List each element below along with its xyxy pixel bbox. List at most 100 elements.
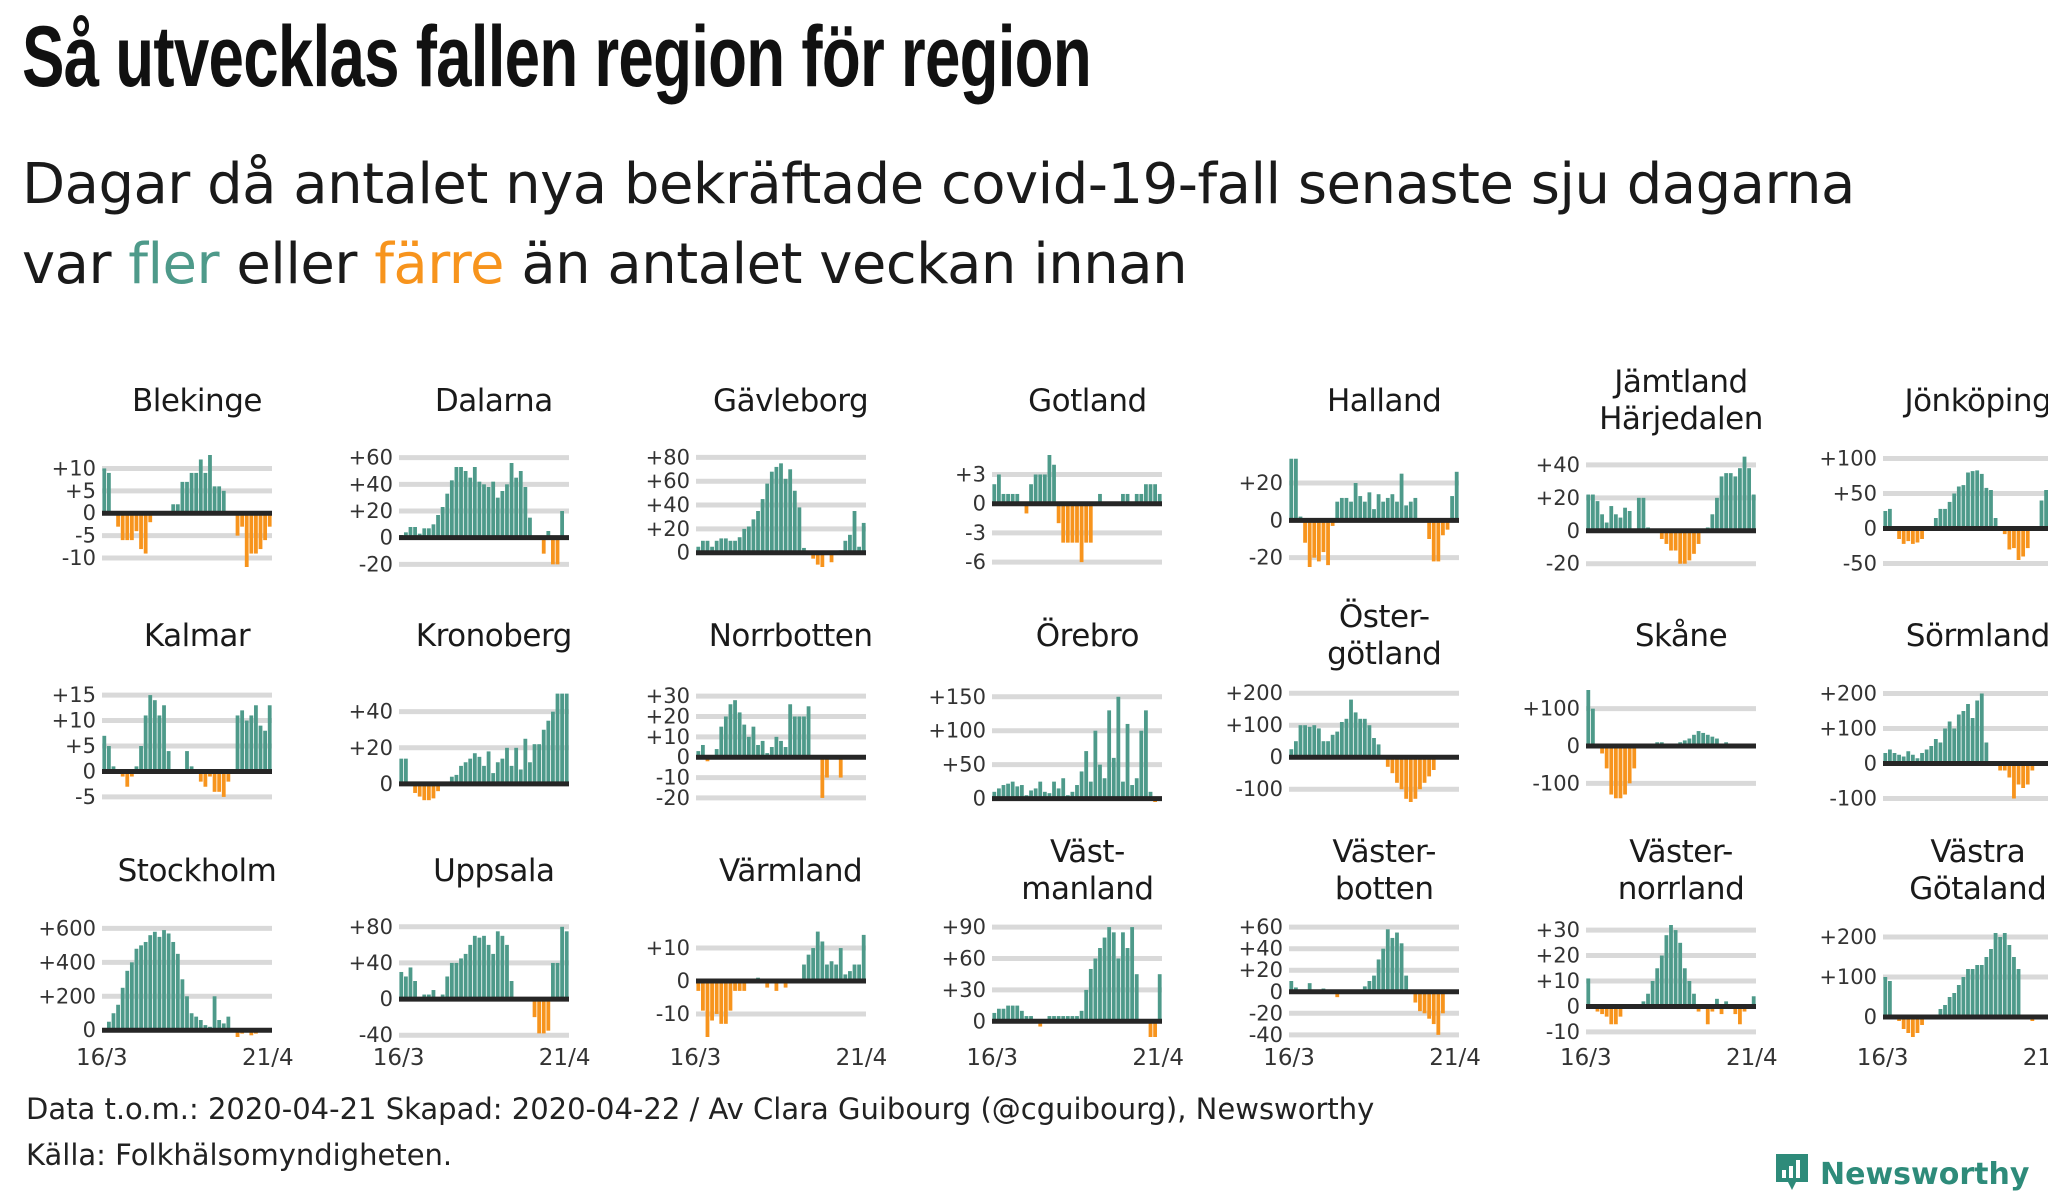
bar-more (797, 716, 801, 758)
y-tick-label: +30 (645, 684, 689, 708)
bar-more (1979, 965, 1984, 1017)
bar-more (134, 766, 139, 772)
panel-chart: +80+60+40+200 (645, 445, 866, 567)
bar-more (1307, 726, 1312, 758)
bar-more (1641, 497, 1646, 531)
y-tick-label: +100 (1819, 965, 1877, 989)
bar-more (166, 751, 171, 772)
y-tick-label: 0 (1270, 745, 1283, 769)
bar-fewer (1692, 530, 1696, 554)
bar-more (1742, 456, 1747, 531)
bar-fewer (120, 771, 125, 777)
bar-fewer (820, 552, 824, 567)
panel-title: Dalarna (399, 353, 589, 449)
bar-more (838, 948, 843, 981)
y-tick-label: -10 (655, 1002, 689, 1026)
bar-more (1149, 484, 1153, 504)
bar-more (1098, 948, 1103, 1022)
bar-fewer (1659, 530, 1664, 539)
bar-more (1975, 470, 1979, 529)
bar-more (500, 491, 505, 538)
x-axis-label: 16/3 (1263, 1045, 1315, 1071)
bar-fewer (2025, 763, 2030, 785)
bar-more (185, 481, 189, 514)
y-tick-label: +100 (929, 719, 987, 743)
x-axis-label: 21/4 (1132, 1045, 1185, 1071)
bar-more (449, 480, 454, 538)
bar-more (1623, 507, 1627, 531)
bar-more (518, 769, 523, 784)
y-tick-label: +15 (52, 683, 96, 707)
subtitle-line-2: var fler eller färre än antalet veckan i… (22, 232, 1188, 297)
bar-more (208, 455, 212, 514)
bar-more (1367, 725, 1372, 758)
bar-more (422, 528, 426, 538)
bar-more (992, 484, 997, 504)
y-tick-label: +10 (52, 709, 96, 733)
y-tick-label: -20 (1546, 552, 1580, 576)
bar-more (1947, 501, 1952, 529)
bar-more (134, 948, 139, 1031)
bar-more (1294, 458, 1298, 521)
bar-more (148, 935, 153, 1031)
bar-more (463, 762, 468, 784)
panel-title: Jönköping (1883, 353, 2048, 449)
bar-more (1395, 501, 1400, 521)
bar-more (454, 962, 459, 1000)
bar-fewer (1441, 520, 1446, 536)
bar-more (1664, 935, 1669, 1007)
bar-more (1961, 485, 1966, 529)
bar-more (514, 747, 518, 784)
bar-more (820, 941, 824, 981)
y-tick-label: 0 (83, 759, 96, 783)
bar-more (212, 486, 217, 514)
bar-more (532, 744, 537, 784)
bar-more (1751, 996, 1756, 1007)
panel-chart: +40 +20 0 -20 (1536, 453, 1756, 576)
bar-more (217, 486, 222, 514)
y-tick-label: +40 (645, 493, 689, 517)
bar-more (1975, 965, 1979, 1017)
bar-more (486, 487, 491, 538)
panel-title-line: Gävleborg (713, 382, 869, 419)
panel-norrbotten: Norrbotten +30 +20 +10 0 -10 -20 (616, 588, 912, 823)
bar-more (1130, 927, 1135, 1022)
bar-fewer (728, 981, 732, 1011)
bar-more (477, 481, 482, 538)
bar-more (1984, 742, 1989, 764)
bar-more (1961, 977, 1966, 1017)
panel-title-line: Uppsala (433, 852, 555, 889)
bar-more (1349, 699, 1354, 758)
bar-more (1372, 509, 1377, 521)
bar-more (997, 1008, 1002, 1022)
bar-more (1015, 786, 1020, 799)
bar-more (194, 1016, 199, 1031)
bar-fewer (1896, 528, 1901, 539)
bar-fewer (824, 757, 829, 778)
bar-fewer (1149, 1021, 1153, 1037)
y-tick-label: 0 (973, 787, 986, 811)
bar-more (431, 990, 436, 1000)
bar-fewer (1422, 991, 1427, 1014)
bar-more (1153, 484, 1158, 504)
bar-more (992, 1012, 997, 1022)
x-axis-label: 21/4 (1726, 1045, 1778, 1071)
bar-more (148, 695, 153, 772)
bar-more (1724, 473, 1729, 531)
panel-title-line: Gotland (1028, 382, 1147, 419)
bar-more (1294, 741, 1298, 758)
y-tick-label: -40 (358, 1023, 392, 1047)
bar-more (1956, 985, 1961, 1017)
y-tick-label: -20 (1249, 1001, 1283, 1025)
panel-östergötland: Öster-götland +200 +100 0 -100 (1209, 588, 1505, 823)
bar-fewer (1418, 757, 1423, 790)
panel-title-line: Härjedalen (1599, 401, 1763, 437)
bar-more (481, 484, 486, 538)
bar-more (1326, 741, 1331, 758)
bar-fewer (129, 513, 134, 541)
bar-more (1029, 484, 1034, 504)
bar-fewer (217, 771, 222, 792)
bar-more (1988, 949, 1993, 1017)
bar-more (1321, 741, 1326, 758)
bar-more (408, 967, 413, 1000)
